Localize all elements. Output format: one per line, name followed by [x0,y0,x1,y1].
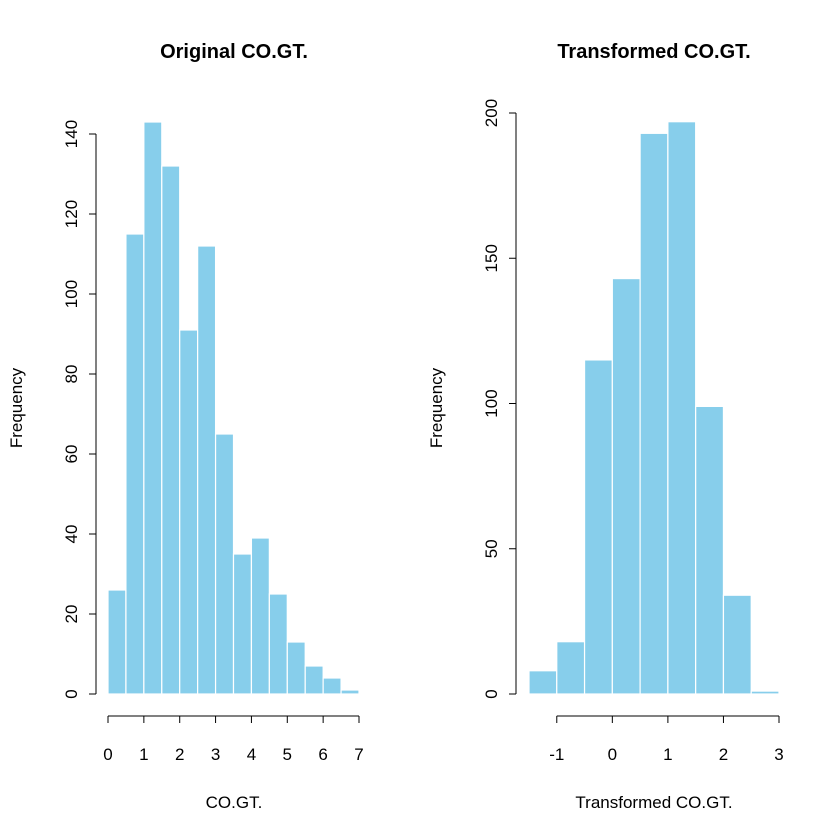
y-tick-label: 100 [482,389,501,417]
x-tick-label: 3 [211,745,220,764]
y-tick-label: 0 [482,689,501,698]
histogram-transformed: Transformed CO.GT. Transformed CO.GT. Fr… [427,41,784,812]
y-tick-label: 0 [62,689,81,698]
x-axis-label-original: CO.GT. [206,793,263,812]
x-tick-label: 2 [719,745,728,764]
histogram-bar [161,165,181,695]
histogram-bar [639,132,669,695]
x-tick-label: 7 [354,745,363,764]
x-tick-label: 1 [139,745,148,764]
histogram-bar [528,670,558,695]
y-tick-label: 100 [62,280,81,308]
y-tick-label: 120 [62,200,81,228]
histogram-bar [232,553,253,695]
x-tick-label: 2 [175,745,184,764]
histogram-bar [556,641,586,695]
histogram-bar [250,537,270,695]
y-tick-label: 60 [62,445,81,464]
histogram-bar [268,593,288,695]
x-tick-label: 4 [247,745,256,764]
x-tick-label: 1 [663,745,672,764]
x-tick-label: 0 [103,745,112,764]
histogram-bar [667,121,697,695]
histogram-bar [750,690,780,695]
y-axis-label-transformed: Frequency [427,367,446,448]
chart-title-original: Original CO.GT. [160,41,308,63]
histogram-bar [322,677,342,695]
x-tick-label: 5 [283,745,292,764]
histogram-bar [695,405,725,695]
x-tick-label: 6 [318,745,327,764]
x-tick-label: 0 [608,745,617,764]
y-tick-label: 140 [62,120,81,148]
x-tick-label: -1 [549,745,564,764]
histogram-bar [197,245,217,695]
y-tick-label: 80 [62,365,81,384]
y-tick-label: 200 [482,99,501,127]
histogram-original: Original CO.GT. CO.GT. Frequency 0204060… [7,41,364,812]
x-axis-label-transformed: Transformed CO.GT. [575,793,732,812]
y-tick-label: 50 [482,539,501,558]
histogram-bar [583,359,613,695]
histogram-bar [286,641,306,695]
y-tick-label: 150 [482,244,501,272]
histogram-bar [304,665,324,695]
x-tick-label: 3 [774,745,783,764]
y-tick-label: 40 [62,525,81,544]
histogram-bar [125,233,145,695]
histogram-bar [179,329,199,695]
chart-title-transformed: Transformed CO.GT. [557,41,750,63]
y-axis-label-original: Frequency [7,367,26,448]
histogram-bar [340,689,360,695]
histogram-bar [214,433,235,695]
histogram-bar [611,277,641,695]
y-tick-label: 20 [62,605,81,624]
histogram-bar [722,594,752,695]
histogram-bar [107,589,127,695]
histogram-bar [143,121,163,695]
